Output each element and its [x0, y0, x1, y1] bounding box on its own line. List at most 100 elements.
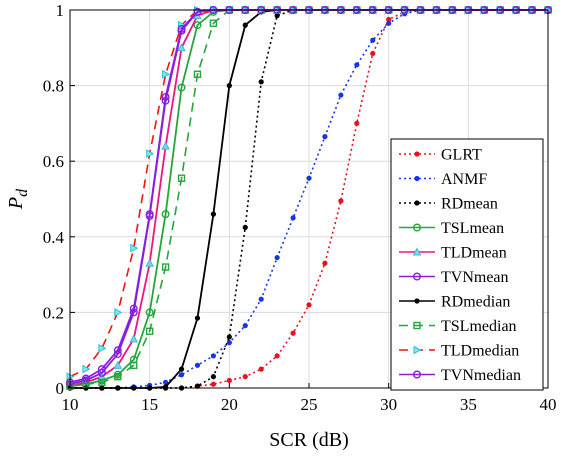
data-point [177, 24, 186, 33]
data-point [193, 7, 202, 16]
data-point [97, 365, 106, 374]
data-point [338, 92, 344, 98]
data-point [161, 92, 170, 101]
data-point [258, 296, 264, 302]
data-point [145, 258, 155, 267]
data-point [306, 302, 312, 308]
y-tick-label: 0.4 [43, 228, 65, 247]
data-point [322, 260, 328, 266]
data-point [145, 308, 154, 317]
data-point [145, 327, 154, 335]
legend-swatch-marker [413, 321, 421, 330]
data-point [226, 377, 232, 384]
legend-label: TVNmean [441, 269, 509, 286]
legend-item: TSLmean [399, 220, 504, 237]
legend-item: RDmedian [399, 294, 510, 311]
data-point [113, 360, 123, 369]
legend-item: TLDmean [399, 245, 507, 262]
legend-label: TSLmedian [441, 318, 517, 335]
x-axis-label: SCR (dB) [269, 429, 348, 451]
legend-label: GLRT [441, 147, 482, 164]
data-point [242, 224, 248, 230]
data-point [178, 372, 185, 378]
data-point [386, 20, 392, 26]
data-point [370, 37, 376, 43]
tick-labels: 10 15 20 25 30 35 40 0 0.2 0.4 0.6 0.8 1 [43, 1, 557, 414]
data-point [370, 50, 376, 57]
data-point [130, 243, 139, 253]
data-point [161, 210, 170, 219]
data-point [177, 174, 186, 182]
data-point [162, 69, 171, 79]
data-point [161, 263, 170, 271]
data-point [226, 340, 232, 346]
data-point [210, 374, 216, 380]
x-tick-label: 30 [380, 395, 397, 414]
data-point [274, 13, 280, 19]
legend-label: TVNmedian [441, 367, 521, 384]
data-point [242, 323, 248, 329]
data-point [322, 134, 328, 140]
data-point [386, 16, 392, 23]
data-point [163, 384, 169, 390]
legend-label: TSLmean [441, 220, 504, 237]
data-point [98, 343, 107, 353]
legend-swatch-marker [413, 370, 422, 379]
data-point [210, 353, 216, 359]
x-tick-label: 20 [221, 395, 238, 414]
legend-label: RDmedian [441, 294, 510, 311]
data-point [129, 334, 139, 343]
y-axis-label-main: P [5, 197, 27, 210]
data-point [274, 353, 280, 359]
data-point [81, 374, 90, 383]
legend-swatch-marker [414, 200, 420, 206]
data-point [210, 381, 216, 387]
data-point [194, 315, 201, 321]
legend-item: RDmean [399, 196, 498, 213]
data-point [177, 43, 186, 52]
legend-item: TVNmean [399, 269, 509, 286]
data-point [178, 366, 185, 372]
data-point [306, 175, 312, 181]
data-point [129, 304, 138, 313]
legend-swatch-marker [414, 298, 420, 304]
legend-label: TLDmedian [441, 343, 519, 360]
legend-swatch-marker [413, 345, 422, 355]
legend-swatch-marker [413, 272, 422, 281]
data-point [210, 211, 216, 217]
data-point [177, 83, 186, 92]
data-point [258, 366, 264, 372]
data-point [113, 346, 122, 355]
legend-swatch-marker [412, 247, 422, 256]
y-tick-label: 0.8 [43, 77, 64, 96]
data-point [226, 334, 232, 340]
y-axis-label: Pd [5, 188, 31, 210]
data-point [354, 62, 360, 68]
legend-label: ANMF [441, 171, 487, 188]
y-axis-label-sub: d [14, 188, 31, 197]
data-point [145, 210, 154, 219]
legend: GLRT ANMF RDmean TSLmean TLDmean TVNmean RDmed… [390, 138, 544, 391]
x-tick-label: 35 [460, 395, 477, 414]
y-tick-label: 0 [56, 379, 65, 398]
legend-swatch-marker [414, 175, 420, 182]
legend-item: TLDmedian [399, 343, 519, 360]
data-point [194, 383, 201, 389]
data-point [98, 378, 106, 387]
legend-item: TVNmedian [399, 367, 521, 384]
x-tick-label: 10 [62, 395, 79, 414]
y-tick-label: 0.6 [43, 152, 64, 171]
y-tick-label: 0.2 [43, 303, 64, 322]
legend-label: TLDmean [441, 245, 507, 262]
legend-label: RDmean [441, 196, 498, 213]
y-tick-label: 1 [56, 1, 65, 20]
data-point [290, 330, 296, 336]
legend-item: TSLmedian [399, 318, 517, 335]
data-point [193, 21, 202, 30]
data-point [274, 254, 280, 261]
legend-item: ANMF [399, 171, 487, 188]
data-point [130, 361, 138, 370]
data-point [114, 372, 122, 381]
data-point [290, 215, 296, 221]
